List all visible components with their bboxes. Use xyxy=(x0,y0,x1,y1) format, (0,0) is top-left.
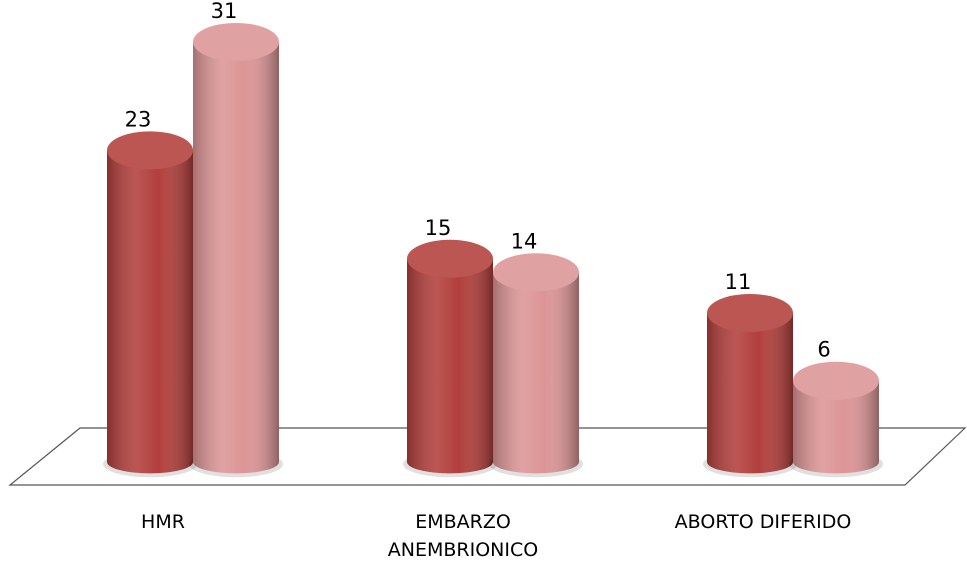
data-label: 6 xyxy=(817,338,830,362)
bar-shade xyxy=(107,150,193,462)
bar-top-shine xyxy=(793,361,879,400)
data-label: 31 xyxy=(211,0,238,23)
bar-top-shine xyxy=(493,253,579,292)
x-tick-label: ABORTO DIFERIDO xyxy=(674,511,852,533)
x-tick-label: HMR xyxy=(141,511,185,533)
bar-top xyxy=(707,293,793,332)
bar-top xyxy=(407,239,493,278)
bar-top xyxy=(193,22,279,61)
bar-shade xyxy=(707,312,793,462)
data-label: 11 xyxy=(725,270,752,294)
bar-top xyxy=(107,131,193,170)
bar-top-shine xyxy=(407,239,493,278)
bar-shade xyxy=(193,41,279,462)
bar-top-shine xyxy=(107,131,193,170)
bar-top xyxy=(493,253,579,292)
bar-shade xyxy=(493,272,579,462)
data-label: 15 xyxy=(425,216,452,240)
data-label: 23 xyxy=(125,107,152,131)
bar-top xyxy=(793,361,879,400)
bar-top-shine xyxy=(707,293,793,332)
x-tick-label: EMBARZO ANEMBRIONICO xyxy=(387,511,539,561)
bar-top-shine xyxy=(193,22,279,61)
data-label: 14 xyxy=(511,229,538,253)
bar-shade xyxy=(407,258,493,462)
